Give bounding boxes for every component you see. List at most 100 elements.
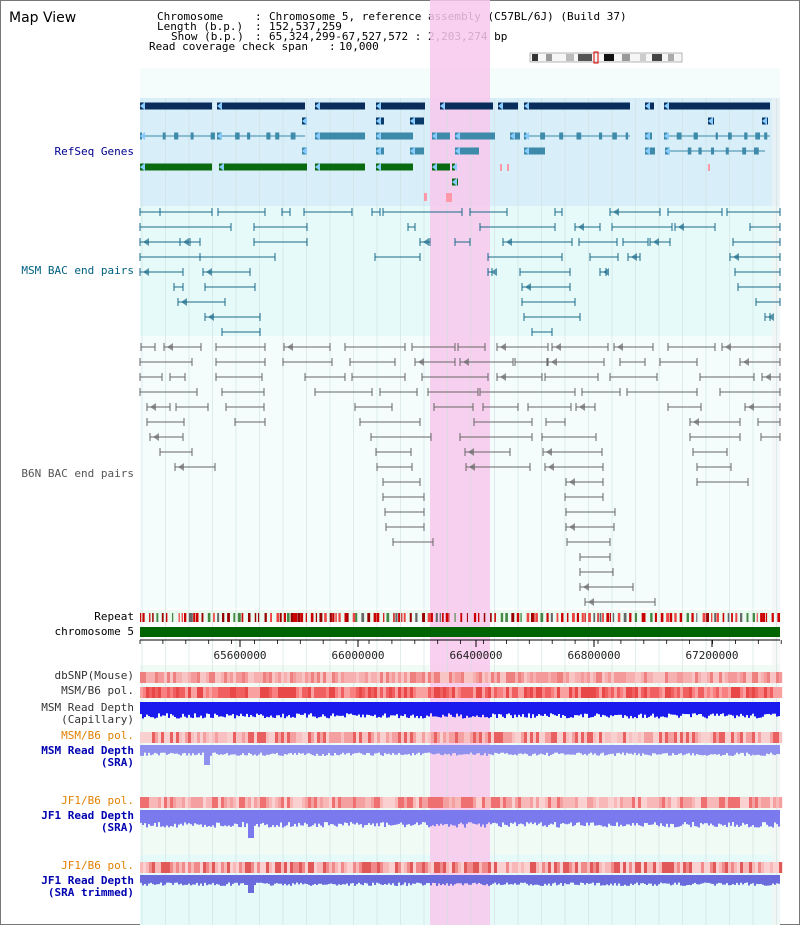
gene-block[interactable] bbox=[524, 147, 545, 155]
bac-end-pair[interactable] bbox=[281, 208, 291, 216]
gene-exon[interactable] bbox=[190, 132, 194, 140]
gene-exon[interactable] bbox=[755, 132, 761, 140]
gene-exon[interactable] bbox=[764, 132, 768, 140]
jf1-read-depth-sra[interactable] bbox=[140, 810, 780, 838]
bac-end-pair[interactable] bbox=[599, 268, 609, 276]
bac-end-pair[interactable] bbox=[482, 403, 519, 411]
gene-exon[interactable] bbox=[275, 132, 280, 140]
bac-end-pair[interactable] bbox=[565, 523, 615, 531]
gene-exon[interactable] bbox=[676, 132, 682, 140]
bac-end-pair[interactable] bbox=[140, 343, 156, 351]
bac-end-pair[interactable] bbox=[414, 358, 456, 366]
bac-end-pair[interactable] bbox=[619, 358, 646, 366]
bac-end-pair[interactable] bbox=[465, 463, 531, 471]
bac-end-pair[interactable] bbox=[253, 238, 308, 246]
gene-block[interactable] bbox=[455, 132, 495, 140]
msm-b6-pol-strip-1[interactable] bbox=[140, 687, 783, 698]
bac-end-pair[interactable] bbox=[146, 418, 185, 426]
bac-end-pair[interactable] bbox=[579, 583, 634, 591]
bac-end-pair[interactable] bbox=[547, 358, 605, 366]
gene-block[interactable] bbox=[376, 132, 413, 140]
bac-end-pair[interactable] bbox=[159, 448, 193, 456]
gene-block[interactable] bbox=[410, 147, 424, 155]
bac-end-pair[interactable] bbox=[225, 403, 265, 411]
bac-end-pair[interactable] bbox=[726, 208, 781, 216]
gene-block[interactable] bbox=[315, 102, 365, 110]
gene-exon[interactable] bbox=[715, 132, 718, 140]
bac-end-pair[interactable] bbox=[584, 598, 656, 606]
gene-exon[interactable] bbox=[742, 147, 747, 155]
bac-end-pair[interactable] bbox=[173, 283, 184, 291]
bac-end-pair[interactable] bbox=[199, 253, 276, 261]
bac-end-pair[interactable] bbox=[667, 208, 723, 216]
bac-end-pair[interactable] bbox=[579, 568, 614, 576]
gene-block[interactable] bbox=[219, 163, 307, 171]
bac-end-pair[interactable] bbox=[204, 283, 256, 291]
jf1-b6-pol-strip-1[interactable] bbox=[140, 797, 783, 808]
bac-end-pair[interactable] bbox=[427, 388, 479, 396]
bac-end-pair[interactable] bbox=[565, 478, 604, 486]
bac-end-pair[interactable] bbox=[354, 403, 393, 411]
gene-exon[interactable] bbox=[687, 147, 692, 155]
bac-end-pair[interactable] bbox=[374, 253, 421, 261]
bac-end-pair[interactable] bbox=[581, 388, 621, 396]
bac-end-pair[interactable] bbox=[179, 238, 201, 246]
bac-end-pair[interactable] bbox=[169, 373, 186, 381]
bac-end-pair[interactable] bbox=[523, 313, 581, 321]
bac-end-pair[interactable] bbox=[739, 358, 781, 366]
bac-end-pair[interactable] bbox=[359, 418, 421, 426]
bac-end-pair[interactable] bbox=[163, 343, 202, 351]
bac-end-pair[interactable] bbox=[551, 343, 609, 351]
gene-exon[interactable] bbox=[625, 132, 629, 140]
bac-end-pair[interactable] bbox=[215, 343, 266, 351]
bac-end-pair[interactable] bbox=[464, 448, 511, 456]
bac-end-pair[interactable] bbox=[139, 358, 193, 366]
bac-end-pair[interactable] bbox=[457, 343, 486, 351]
gene-marker[interactable] bbox=[708, 164, 710, 171]
gene-marker[interactable] bbox=[500, 164, 502, 171]
gene-exon[interactable] bbox=[728, 132, 732, 140]
bac-end-pair[interactable] bbox=[479, 388, 576, 396]
bac-end-pair[interactable] bbox=[564, 493, 604, 501]
bac-end-pair[interactable] bbox=[253, 223, 308, 231]
bac-end-pair[interactable] bbox=[589, 253, 619, 261]
bac-end-pair[interactable] bbox=[379, 388, 418, 396]
gene-block[interactable] bbox=[410, 117, 424, 125]
bac-end-pair[interactable] bbox=[696, 463, 732, 471]
bac-end-pair[interactable] bbox=[541, 433, 597, 441]
jf1-read-depth-trimmed[interactable] bbox=[140, 875, 780, 893]
bac-end-pair[interactable] bbox=[419, 238, 431, 246]
bac-end-pair[interactable] bbox=[392, 538, 434, 546]
msm-read-depth-sra[interactable] bbox=[140, 745, 780, 765]
bac-end-pair[interactable] bbox=[721, 343, 781, 351]
bac-end-pair[interactable] bbox=[531, 328, 553, 336]
bac-end-pair[interactable] bbox=[149, 433, 184, 441]
bac-end-pair[interactable] bbox=[554, 208, 563, 216]
bac-end-pair[interactable] bbox=[217, 208, 266, 216]
gene-block[interactable] bbox=[315, 132, 365, 140]
bac-end-pair[interactable] bbox=[719, 388, 781, 396]
jf1-b6-pol-strip-2[interactable] bbox=[140, 862, 783, 873]
bac-end-pair[interactable] bbox=[760, 433, 781, 441]
gene-block[interactable] bbox=[217, 102, 305, 110]
bac-end-pair[interactable] bbox=[609, 208, 661, 216]
bac-end-pair[interactable] bbox=[744, 403, 781, 411]
bac-end-pair[interactable] bbox=[202, 268, 251, 276]
bac-end-pair[interactable] bbox=[659, 358, 698, 366]
bac-end-pair[interactable] bbox=[674, 223, 716, 231]
bac-end-pair[interactable] bbox=[221, 328, 261, 336]
gene-exon[interactable] bbox=[210, 132, 215, 140]
bac-end-pair[interactable] bbox=[487, 253, 563, 261]
bac-end-pair[interactable] bbox=[385, 523, 425, 531]
gene-exon[interactable] bbox=[290, 132, 296, 140]
bac-end-pair[interactable] bbox=[234, 418, 266, 426]
bac-end-pair[interactable] bbox=[527, 403, 572, 411]
gene-block[interactable] bbox=[498, 102, 518, 110]
gene-exon[interactable] bbox=[266, 132, 271, 140]
bac-end-pair[interactable] bbox=[574, 223, 601, 231]
bac-end-pair[interactable] bbox=[502, 238, 573, 246]
gene-block[interactable] bbox=[140, 163, 212, 171]
bac-end-pair[interactable] bbox=[729, 253, 781, 261]
bac-end-pair[interactable] bbox=[469, 208, 508, 216]
